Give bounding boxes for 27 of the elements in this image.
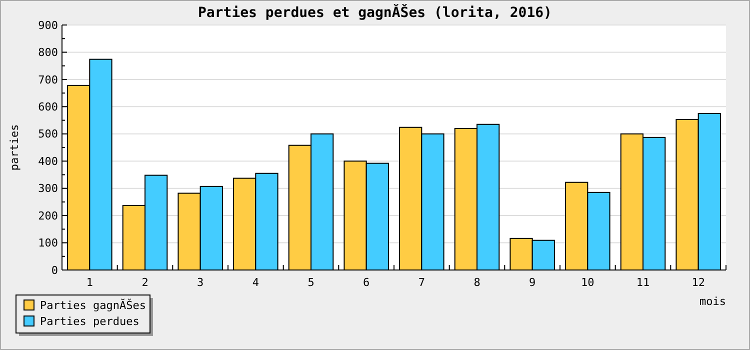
chart-title: Parties perdues et gagnĂŠes (lorita, 2016) <box>198 4 552 21</box>
y-tick-label: 800 <box>38 46 58 60</box>
x-tick-label: 4 <box>252 276 260 289</box>
y-tick-label: 900 <box>38 18 58 32</box>
x-tick-label: 10 <box>581 276 594 289</box>
legend-label: Parties gagnĂŠes <box>40 298 146 312</box>
x-tick-label: 7 <box>418 276 425 289</box>
x-tick-label: 12 <box>692 276 705 289</box>
x-axis-title: mois <box>700 295 726 308</box>
x-tick-label: 8 <box>474 276 480 289</box>
y-tick-label: 200 <box>38 209 58 222</box>
x-tick-label: 5 <box>308 276 314 289</box>
x-tick-label: 6 <box>363 276 370 289</box>
y-tick-label: 400 <box>38 154 58 168</box>
y-tick-label: 700 <box>38 73 58 86</box>
x-tick-label: 2 <box>142 276 148 289</box>
x-tick-label: 1 <box>86 276 93 289</box>
y-axis-title: parties <box>8 124 21 171</box>
y-tick-label: 300 <box>38 182 58 196</box>
x-tick-label: 9 <box>529 276 536 289</box>
x-tick-label: 11 <box>636 276 650 289</box>
y-tick-label: 0 <box>51 264 58 277</box>
y-tick-label: 100 <box>38 236 58 250</box>
y-tick-label: 600 <box>38 100 58 114</box>
x-tick-label: 3 <box>197 276 204 289</box>
y-tick-label: 500 <box>38 128 58 141</box>
legend-label: Parties perdues <box>40 314 140 328</box>
